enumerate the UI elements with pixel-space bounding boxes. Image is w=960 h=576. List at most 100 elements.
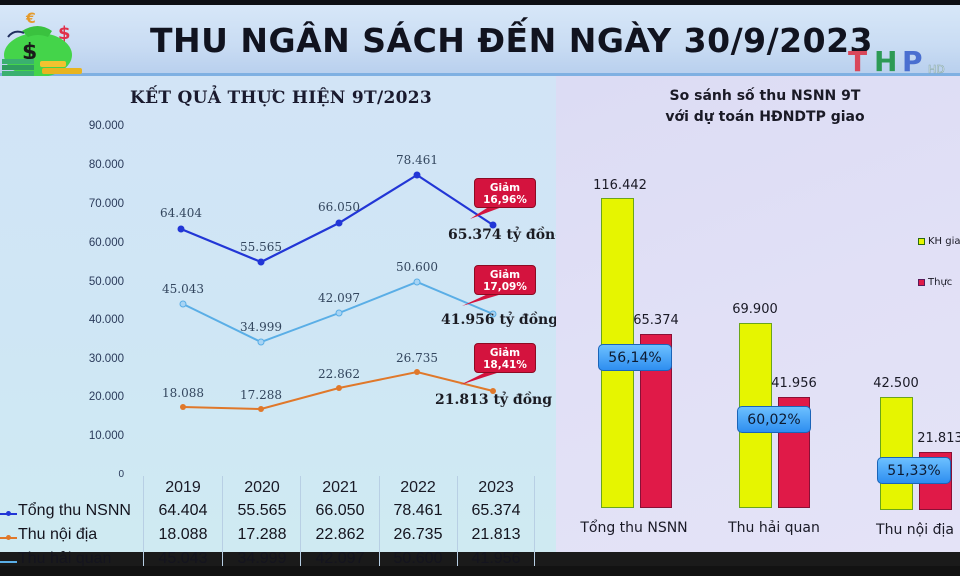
svg-text:€: € bbox=[25, 11, 36, 27]
percent-badge: 56,14% bbox=[598, 344, 672, 371]
table-cell: 21.813 bbox=[471, 526, 521, 543]
table-divider bbox=[300, 476, 301, 566]
table-cell: 18.088 bbox=[158, 526, 208, 543]
table-cell: 64.404 bbox=[158, 502, 208, 519]
table-divider bbox=[534, 476, 535, 566]
y-tick: 30.000 bbox=[88, 353, 124, 365]
percent-badge: 60,02% bbox=[737, 406, 811, 433]
table-cell: 42.097 bbox=[315, 550, 365, 567]
table-header: 2022 bbox=[400, 479, 436, 496]
title-bar: € $ $ THU NGÂN SÁCH ĐẾN NGÀY 30/9/2023 T… bbox=[0, 5, 960, 78]
y-tick: 90.000 bbox=[88, 120, 124, 132]
series-tong-thu-nsnn-line bbox=[177, 171, 497, 266]
end-label-tong-thu: 65.374 tỷ đồng bbox=[448, 227, 566, 243]
table-cell: 22.862 bbox=[315, 526, 365, 543]
data-label: 34.999 bbox=[240, 320, 282, 334]
table-cell: 78.461 bbox=[393, 502, 443, 519]
badge-line1: Giảm bbox=[489, 347, 521, 359]
table-cell: 41.956 bbox=[471, 550, 521, 567]
table-cell: 55.565 bbox=[237, 502, 287, 519]
channel-logo: T H P HD bbox=[848, 45, 958, 81]
table-cell: 45.043 bbox=[158, 550, 208, 567]
badge-line2: 16,96% bbox=[483, 194, 527, 206]
table-header: 2021 bbox=[322, 479, 358, 496]
data-label: 64.404 bbox=[160, 206, 202, 220]
logo-letter-h: H bbox=[874, 45, 898, 78]
y-tick: 80.000 bbox=[88, 159, 124, 171]
data-label: 26.735 bbox=[396, 351, 438, 365]
table-divider bbox=[222, 476, 223, 566]
legend-marker-icon bbox=[6, 511, 11, 516]
legend-label: KH gia bbox=[928, 236, 960, 247]
legend-line-hai-quan-icon bbox=[0, 561, 17, 563]
row-label: Thu nội địa bbox=[18, 526, 98, 543]
bar-chart-title: So sánh số thu NSNN 9T với dự toán HĐNDT… bbox=[610, 86, 920, 128]
series-thu-noi-dia-line bbox=[180, 369, 496, 412]
table-cell: 65.374 bbox=[471, 502, 521, 519]
data-label: 66.050 bbox=[318, 200, 360, 214]
end-label-hai-quan: 41.956 tỷ đồng bbox=[441, 312, 559, 328]
category-label: Tổng thu NSNN bbox=[580, 520, 688, 536]
category-label: Thu nội địa bbox=[876, 522, 954, 538]
data-label: 78.461 bbox=[396, 153, 438, 167]
row-label: Tổng thu NSNN bbox=[18, 502, 131, 519]
end-label-noi-dia: 21.813 tỷ đồng bbox=[435, 392, 553, 408]
money-bag-icon: € $ $ bbox=[2, 11, 82, 77]
table-divider bbox=[379, 476, 380, 566]
data-label: 45.043 bbox=[162, 282, 204, 296]
logo-letter-p: P bbox=[902, 45, 923, 78]
logo-letter-t: T bbox=[848, 45, 868, 78]
decrease-badge-noi-dia: Giảm 18,41% bbox=[474, 343, 536, 373]
data-label: 18.088 bbox=[162, 386, 204, 400]
y-tick: 40.000 bbox=[88, 314, 124, 326]
y-tick: 0 bbox=[118, 469, 124, 480]
bar-value: 42.500 bbox=[873, 376, 919, 391]
decrease-badge-tong-thu: Giảm 16,96% bbox=[474, 178, 536, 208]
table-cell: 26.735 bbox=[393, 526, 443, 543]
legend-label: Thực bbox=[928, 277, 953, 288]
data-label: 17.288 bbox=[240, 388, 282, 402]
y-tick: 50.000 bbox=[88, 276, 124, 288]
page-title: THU NGÂN SÁCH ĐẾN NGÀY 30/9/2023 bbox=[150, 21, 874, 60]
bottom-frame-edge bbox=[0, 566, 960, 576]
category-label: Thu hải quan bbox=[728, 520, 820, 536]
bar-kh-giao bbox=[880, 397, 913, 510]
table-header: 2020 bbox=[244, 479, 280, 496]
svg-text:$: $ bbox=[58, 23, 71, 44]
line-chart-panel bbox=[0, 76, 556, 552]
line-chart-title: KẾT QUẢ THỰC HIỆN 9T/2023 bbox=[130, 88, 432, 108]
logo-hd: HD bbox=[928, 63, 945, 77]
bar-chart-title-line1: So sánh số thu NSNN 9T bbox=[669, 88, 861, 104]
table-divider bbox=[143, 476, 144, 566]
badge-line2: 17,09% bbox=[483, 281, 527, 293]
table-cell: 50.600 bbox=[393, 550, 443, 567]
legend-swatch-icon bbox=[918, 237, 925, 245]
y-tick: 60.000 bbox=[88, 237, 124, 249]
data-label: 55.565 bbox=[240, 240, 282, 254]
table-divider bbox=[457, 476, 458, 566]
table-header: 2023 bbox=[478, 479, 514, 496]
table-cell: 17.288 bbox=[237, 526, 287, 543]
y-tick: 20.000 bbox=[88, 391, 124, 403]
legend-item-kh-giao: KH gia bbox=[918, 236, 960, 247]
badge-line1: Giảm bbox=[489, 269, 521, 281]
bar-value: 69.900 bbox=[732, 302, 778, 317]
percent-badge: 51,33% bbox=[877, 457, 951, 484]
bar-chart-title-line2: với dự toán HĐNDTP giao bbox=[665, 109, 865, 125]
row-label: Thu hải quan bbox=[18, 550, 112, 567]
y-tick: 70.000 bbox=[88, 198, 124, 210]
bar-value: 116.442 bbox=[593, 178, 647, 193]
badge-line1: Giảm bbox=[489, 182, 521, 194]
table-cell: 66.050 bbox=[315, 502, 365, 519]
bar-value: 21.813 bbox=[917, 431, 960, 446]
legend-item-thuc: Thực bbox=[918, 277, 952, 288]
bar-value: 65.374 bbox=[633, 313, 679, 328]
bar-value: 41.956 bbox=[771, 376, 817, 391]
table-cell: 34.999 bbox=[237, 550, 287, 567]
series-thu-hai-quan-line bbox=[179, 278, 497, 346]
data-label: 22.862 bbox=[318, 367, 360, 381]
table-header: 2019 bbox=[165, 479, 201, 496]
data-label: 42.097 bbox=[318, 291, 360, 305]
legend-swatch-icon bbox=[918, 278, 925, 286]
